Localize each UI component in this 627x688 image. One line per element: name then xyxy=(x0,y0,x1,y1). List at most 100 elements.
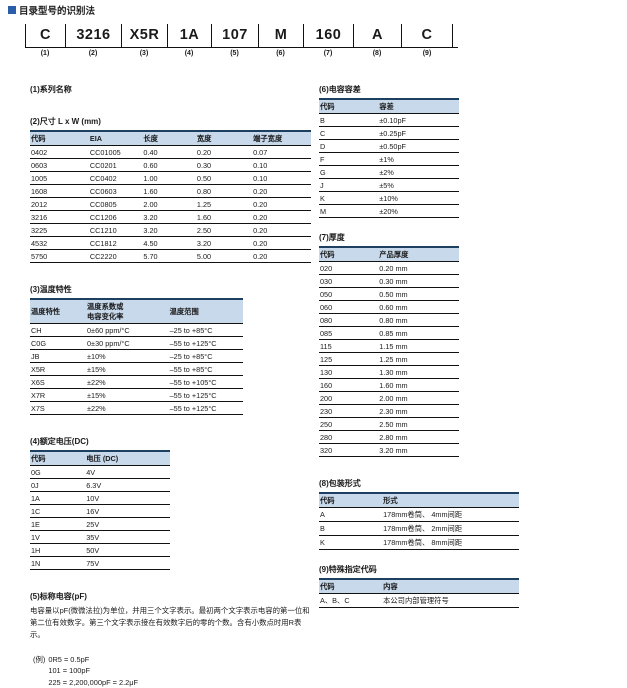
table-cell: 0.40 xyxy=(142,145,196,159)
column-header: 代码 xyxy=(319,98,379,114)
table-cell: ±20% xyxy=(378,204,459,218)
table-row: 1C 16V xyxy=(30,504,170,518)
column-header: 代码 xyxy=(319,492,383,508)
table-cell: 178mm卷筒、 8mm间距 xyxy=(382,535,519,550)
temperature-characteristics-table: 温度特性 温度系数或 电容变化率 温度范围 CH 0±60 ppm/°C –25 to +… xyxy=(30,298,243,415)
table-cell: –55 to +125°C xyxy=(168,401,243,415)
table-cell: F xyxy=(319,152,379,166)
table-cell: CC0402 xyxy=(88,171,143,185)
table-row: 2012 CC0805 2.00 1.25 0.20 xyxy=(30,197,311,211)
part-number-index: (6) xyxy=(276,50,285,57)
part-number-segment: 1A xyxy=(167,24,211,47)
table-row: 0J 6.3V xyxy=(30,478,170,492)
table-row: X5R ±15% –55 to +85°C xyxy=(30,362,243,376)
part-number-index: (8) xyxy=(372,50,382,57)
table-header-row: 代码 容差 xyxy=(319,98,459,114)
table-row: 080 0.80 mm xyxy=(319,313,459,327)
table-cell: 2.00 xyxy=(142,197,196,211)
table-cell: 020 xyxy=(319,261,379,275)
table-row: B ±0.10pF xyxy=(319,113,459,127)
table-cell: 0.20 xyxy=(195,145,253,159)
table-row: A 178mm卷筒、 4mm间距 xyxy=(319,507,519,522)
table-cell: CH xyxy=(30,323,86,337)
table-cell: B xyxy=(319,113,379,127)
table-cell: –55 to +125°C xyxy=(168,388,243,402)
table-row: 1A 10V xyxy=(30,491,170,505)
example-line: 0R5 = 0.5pF xyxy=(48,654,90,664)
table-cell: 080 xyxy=(319,313,379,327)
section-title-nominal-capacitance: (5)标称电容(pF) xyxy=(30,592,87,601)
table-cell: M xyxy=(319,204,379,218)
table-cell: 0±60 ppm/°C xyxy=(86,323,169,337)
table-cell: 10V xyxy=(85,491,170,505)
table-row: 1V 35V xyxy=(30,530,170,544)
table-row: 250 2.50 mm xyxy=(319,417,459,431)
table-cell: 1N xyxy=(30,556,86,570)
table-cell: 本公司内部管理符号 xyxy=(382,593,519,608)
part-number-segment: X5R xyxy=(121,24,167,47)
section-title-temperature-characteristics: (3)温度特性 xyxy=(30,285,72,294)
table-row: 115 1.15 mm xyxy=(319,339,459,353)
part-number-index-row: (1) (2) (3) (4) (5) (6) (7) (8) (9) xyxy=(25,50,458,57)
table-cell: –25 to +85°C xyxy=(168,349,243,363)
table-header-row: 代码 EIA 长度 宽度 端子宽度 xyxy=(30,130,311,146)
column-header: 电压 (DC) xyxy=(85,450,170,466)
table-cell: K xyxy=(319,191,379,205)
table-cell: 3.20 xyxy=(195,236,253,250)
table-cell: ±15% xyxy=(86,362,169,376)
table-cell: ±0.10pF xyxy=(378,113,459,127)
table-row: M ±20% xyxy=(319,204,459,218)
table-cell: 0.20 xyxy=(252,249,311,263)
table-cell: 3.20 mm xyxy=(378,443,459,457)
table-cell: 0.30 mm xyxy=(378,274,459,288)
table-cell: 2.80 mm xyxy=(378,430,459,444)
document-title-text: 目录型号的识别法 xyxy=(19,6,96,17)
table-cell: 0G xyxy=(30,465,86,479)
table-cell: 0.20 xyxy=(252,184,311,198)
column-header: 形式 xyxy=(382,492,519,508)
table-cell: ±5% xyxy=(378,178,459,192)
table-cell: 2012 xyxy=(30,197,89,211)
table-cell: 1C xyxy=(30,504,86,518)
part-number-index: (2) xyxy=(88,50,98,57)
table-header-row: 温度特性 温度系数或 电容变化率 温度范围 xyxy=(30,298,243,324)
content-columns: (1)系列名称 (2)尺寸 L x W (mm) 代码 EIA 长度 宽度 端子宽度 04… xyxy=(30,84,627,688)
table-cell: ±10% xyxy=(378,191,459,205)
part-number-segment: 160 xyxy=(303,24,353,47)
table-cell: 0402 xyxy=(30,145,89,159)
table-cell: J xyxy=(319,178,379,192)
examples-lines: 0R5 = 0.5pF 101 = 100pF 225 = 2,200,000p… xyxy=(48,654,138,688)
table-cell: 115 xyxy=(319,339,379,353)
table-row: C0G 0±30 ppm/°C –55 to +125°C xyxy=(30,336,243,350)
table-row: K ±10% xyxy=(319,191,459,205)
table-cell: B xyxy=(319,521,383,536)
table-cell: 1005 xyxy=(30,171,89,185)
table-cell: 3216 xyxy=(30,210,89,224)
section-marker-icon xyxy=(8,6,16,14)
table-cell: X6S xyxy=(30,375,86,389)
table-cell: 2.50 mm xyxy=(378,417,459,431)
table-row: 050 0.50 mm xyxy=(319,287,459,301)
table-cell: 2.30 mm xyxy=(378,404,459,418)
table-cell: 5.70 xyxy=(142,249,196,263)
table-cell: CC0805 xyxy=(88,197,143,211)
document-title: 目录型号的识别法 xyxy=(0,0,627,17)
column-header: 代码 xyxy=(319,578,383,594)
table-cell: 178mm卷筒、 4mm间距 xyxy=(382,507,519,522)
table-row: 280 2.80 mm xyxy=(319,430,459,444)
table-cell: CC2220 xyxy=(88,249,143,263)
table-row: 030 0.30 mm xyxy=(319,274,459,288)
table-cell: 0.20 mm xyxy=(378,261,459,275)
table-row: 1N 75V xyxy=(30,556,170,570)
section-title-rated-voltage: (4)额定电压(DC) xyxy=(30,437,89,446)
table-row: D ±0.50pF xyxy=(319,139,459,153)
part-number-codes-row: C 3216 X5R 1A 107 M 160 A C xyxy=(25,24,458,48)
part-number-diagram: C 3216 X5R 1A 107 M 160 A C (1) (2) (3) (4) (5) (6) (7… xyxy=(25,24,458,57)
table-row: 060 0.60 mm xyxy=(319,300,459,314)
table-cell: CC1210 xyxy=(88,223,143,237)
section-title-special-code: (9)特殊指定代码 xyxy=(319,565,377,574)
column-header: 产品厚度 xyxy=(378,246,459,262)
table-cell: ±1% xyxy=(378,152,459,166)
table-row: 1H 50V xyxy=(30,543,170,557)
